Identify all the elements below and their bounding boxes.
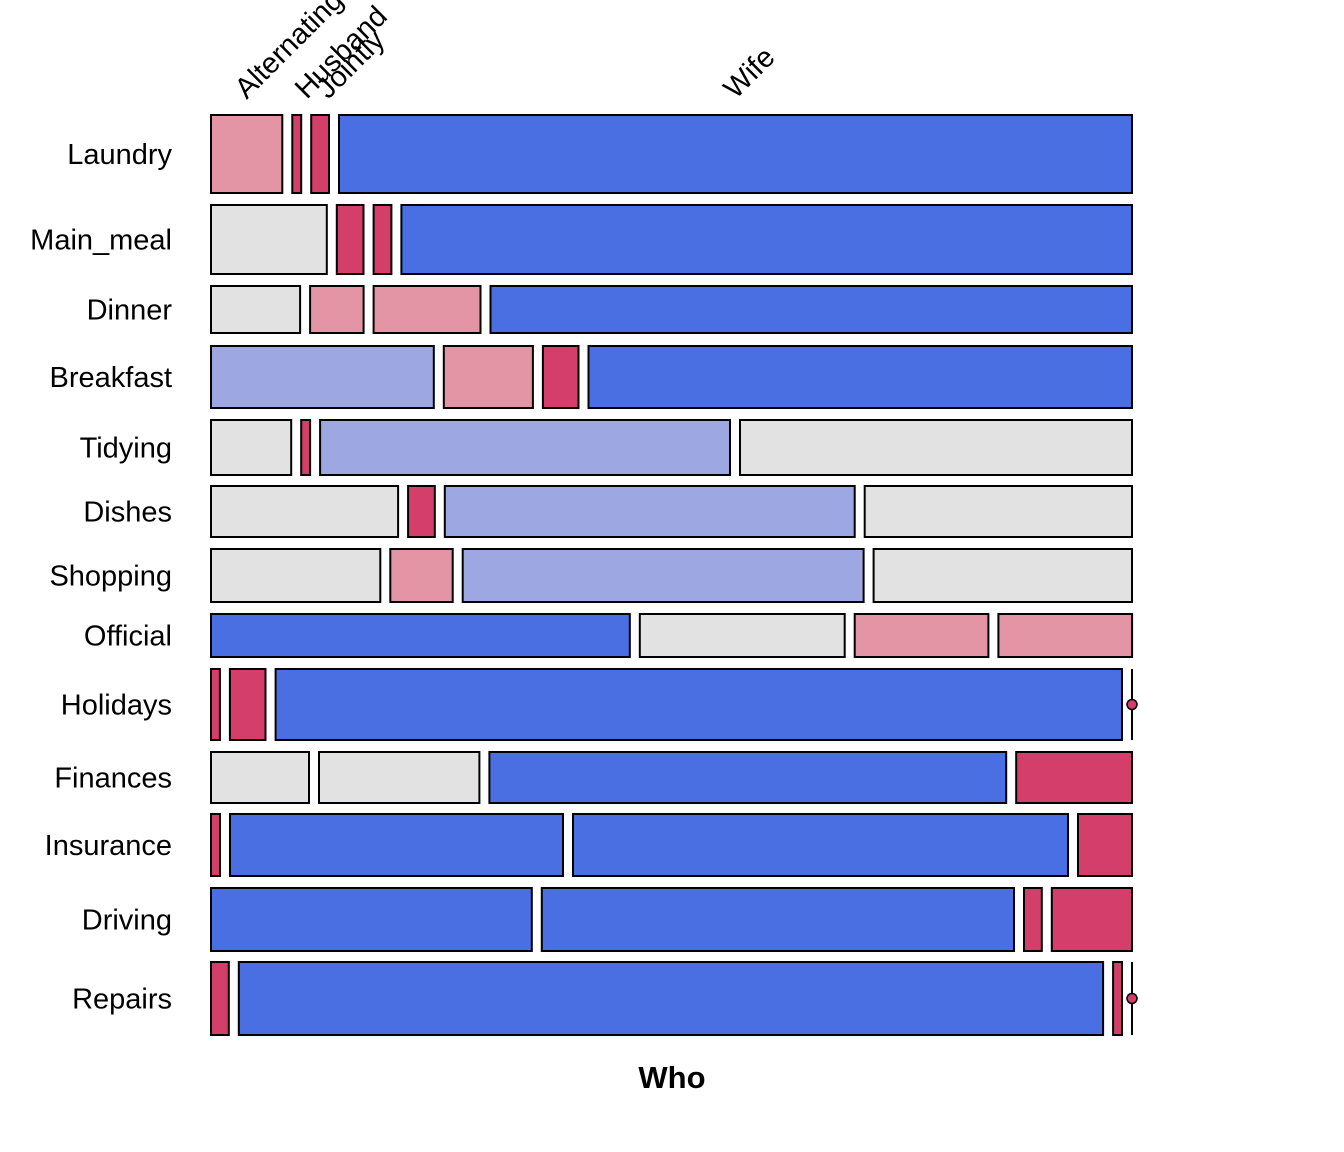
tile-insurance-jointly (572, 813, 1069, 877)
row-label-dishes: Dishes (83, 497, 172, 529)
tile-tidying-husband (300, 419, 312, 476)
row-label-breakfast: Breakfast (50, 362, 173, 394)
tile-insurance-wife (1077, 813, 1133, 877)
zero-cell-marker-repairs (1126, 992, 1138, 1005)
tile-finances-wife (1015, 751, 1134, 804)
tile-main_meal-alternating (210, 204, 328, 275)
tile-holidays-alternating (210, 668, 221, 741)
tile-shopping-jointly (461, 548, 865, 603)
row-label-holidays: Holidays (61, 690, 172, 722)
tile-tidying-wife (739, 419, 1133, 476)
tile-dishes-husband (407, 485, 436, 538)
tile-dinner-husband (309, 285, 365, 334)
tile-laundry-wife (338, 114, 1133, 194)
tile-holidays-jointly (274, 668, 1124, 741)
zero-cell-marker-holidays (1126, 698, 1138, 711)
row-label-driving: Driving (82, 905, 172, 937)
row-label-official: Official (84, 621, 172, 653)
tile-insurance-husband (229, 813, 564, 877)
tile-breakfast-wife (587, 345, 1133, 409)
row-label-shopping: Shopping (49, 561, 172, 593)
column-label-wife: Wife (718, 41, 782, 105)
tile-driving-husband (540, 887, 1015, 952)
tile-laundry-alternating (210, 114, 284, 194)
tile-breakfast-jointly (541, 345, 580, 409)
tile-finances-husband (318, 751, 481, 804)
row-label-tidying: Tidying (80, 433, 172, 465)
x-axis-title: Who (638, 1060, 705, 1095)
tile-driving-wife (1050, 887, 1134, 952)
tile-repairs-alternating (210, 961, 230, 1036)
tile-repairs-husband (237, 961, 1105, 1036)
tile-breakfast-husband (442, 345, 534, 409)
row-label-insurance: Insurance (45, 830, 172, 862)
tile-dinner-jointly (372, 285, 482, 334)
tile-laundry-jointly (310, 114, 331, 194)
tile-main_meal-jointly (372, 204, 393, 275)
tile-official-jointly (853, 613, 990, 658)
tile-insurance-alternating (210, 813, 221, 877)
tile-driving-jointly (1023, 887, 1043, 952)
tile-tidying-jointly (319, 419, 731, 476)
tile-dinner-alternating (210, 285, 302, 334)
row-labels: Laundry Main_meal Dinner Breakfast Tidying Di… (30, 139, 172, 1016)
tile-holidays-husband (228, 668, 267, 741)
tile-breakfast-alternating (210, 345, 435, 409)
tile-shopping-wife (872, 548, 1133, 603)
row-label-main_meal: Main_meal (30, 225, 172, 257)
row-label-finances: Finances (54, 763, 172, 795)
tile-finances-alternating (210, 751, 310, 804)
row-label-repairs: Repairs (72, 984, 172, 1016)
tile-repairs-jointly (1112, 961, 1123, 1036)
tile-dishes-wife (863, 485, 1133, 538)
tile-finances-jointly (488, 751, 1008, 804)
tile-main_meal-husband (335, 204, 365, 275)
tile-laundry-husband (291, 114, 303, 194)
tile-main_meal-wife (400, 204, 1133, 275)
tile-official-alternating (210, 613, 631, 658)
tile-official-husband (638, 613, 846, 658)
row-label-dinner: Dinner (87, 295, 173, 327)
row-label-laundry: Laundry (67, 139, 172, 171)
tile-official-wife (997, 613, 1134, 658)
mosaic-tiles (210, 114, 1138, 1036)
tile-dishes-jointly (443, 485, 856, 538)
tile-driving-alternating (210, 887, 533, 952)
tile-tidying-alternating (210, 419, 293, 476)
tile-dishes-alternating (210, 485, 400, 538)
tile-shopping-husband (389, 548, 454, 603)
tile-dinner-wife (489, 285, 1133, 334)
tile-shopping-alternating (210, 548, 382, 603)
